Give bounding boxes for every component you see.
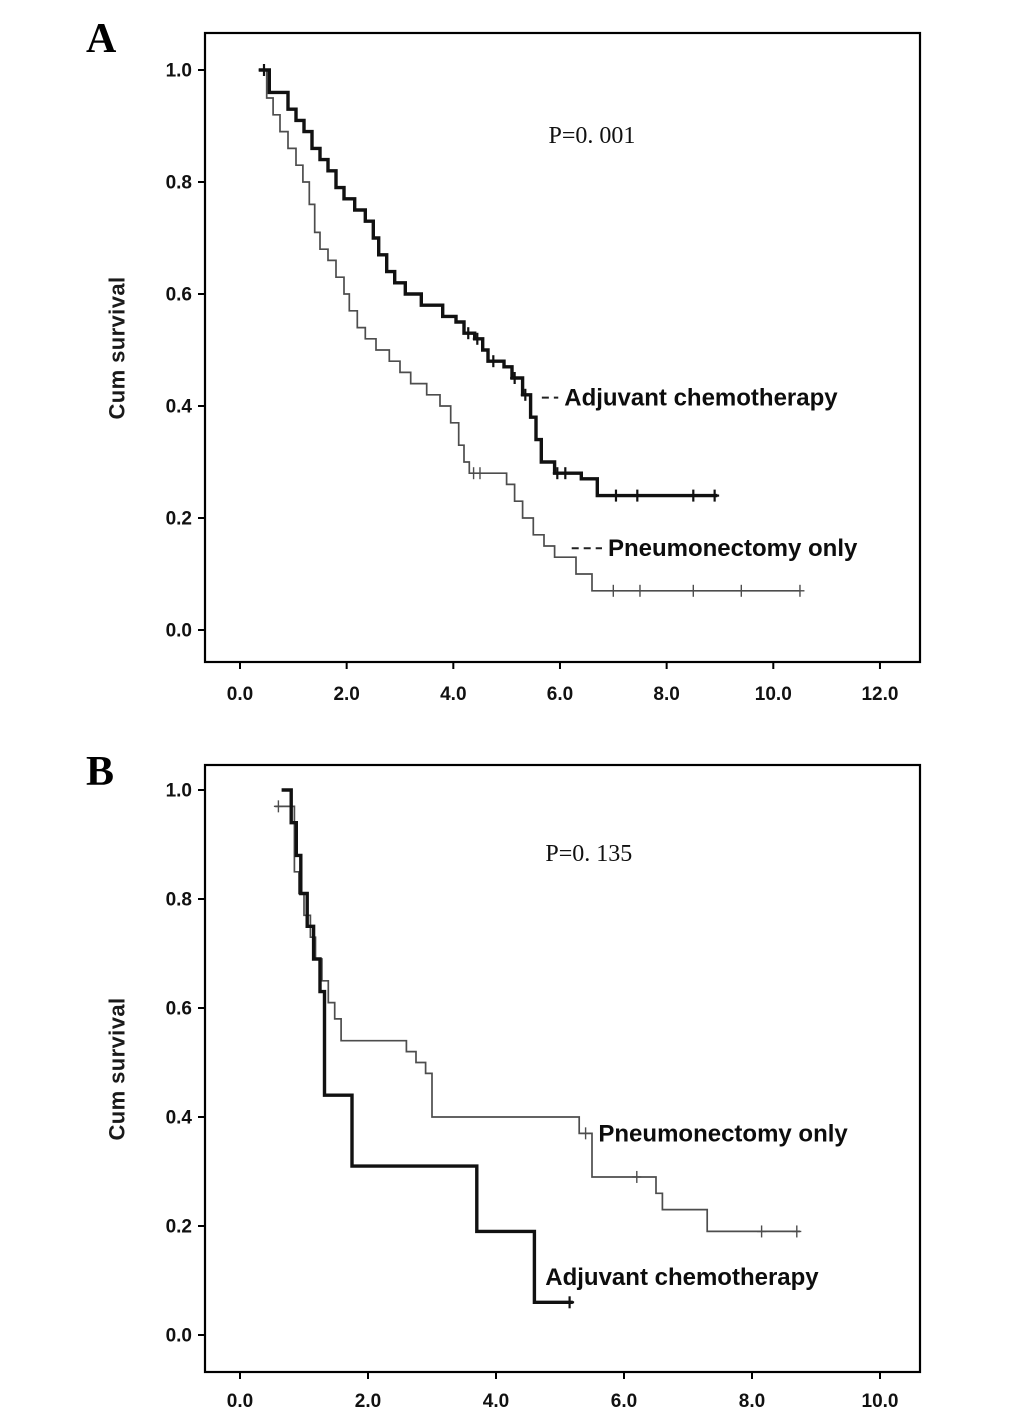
plot-frame [203,31,922,664]
km-chart-b: 0.0 2.0 4.0 6.0 8.0 10.0 0.0 0.2 0.4 0.6 0.8 1.0 P=0… [166,763,922,1412]
curve-label-pneumonectomy-only: Pneumonectomy only [608,535,858,562]
y-axis-tick-label: 0.2 [166,509,192,530]
x-axis-tick-label: 0.0 [227,684,253,705]
x-axis-tick-label: 12.0 [861,684,898,705]
p-value-annotation: P=0. 001 [549,123,636,149]
survival-curve-pneumonectomy-only [258,69,800,592]
x-axis-tick-label: 10.0 [862,1391,899,1412]
y-axis-tick-label: 0.0 [166,1326,192,1347]
y-axis-tick-label: 1.0 [166,61,192,82]
panel-a: A Cum survival 0.0 2.0 4.0 6.0 8.0 10.0 12.0 0.… [86,16,922,705]
y-axis-tick-label: 0.0 [166,621,192,642]
x-axis-tick-label: 10.0 [755,684,792,705]
km-chart-a: 0.0 2.0 4.0 6.0 8.0 10.0 12.0 0.0 0.2 0.4 0.6 0.8 1.… [166,31,922,705]
plot-frame [203,763,922,1374]
x-axis-tick-label: 4.0 [483,1391,509,1412]
panel-a-letter: A [86,16,117,62]
panel-b: B Cum survival 0.0 2.0 4.0 6.0 8.0 10.0 0.0 0.2… [0,745,1033,1415]
survival-curve-adjuvant-chemotherapy [281,788,573,1304]
y-axis-tick-label: 0.8 [166,173,192,194]
x-axis-tick-label: 0.0 [227,1391,253,1412]
y-axis-tick-label: 0.2 [166,1217,192,1238]
x-axis-tick-label: 2.0 [333,684,359,705]
x-axis-tick-label: 8.0 [653,684,679,705]
x-axis-tick-label: 6.0 [547,684,573,705]
x-axis-tick-label: 2.0 [355,1391,381,1412]
y-axis-tick-label: 0.6 [166,285,192,306]
curve-label-pneumonectomy-only: Pneumonectomy only [598,1120,848,1147]
x-axis-tick-label: 4.0 [440,684,466,705]
panel-b-letter: B [86,749,115,795]
survival-curve-adjuvant-chemotherapy [258,68,718,498]
x-axis-tick-label: 8.0 [739,1391,765,1412]
y-axis-tick-label: 0.6 [166,999,192,1020]
curve-label-adjuvant-chemotherapy: Adjuvant chemotherapy [564,385,838,412]
y-axis-tick-label: 0.4 [166,397,193,418]
survival-curve-pneumonectomy-only [275,805,800,1233]
x-axis-tick-label: 6.0 [611,1391,637,1412]
y-axis-tick-label: 0.4 [166,1108,193,1129]
p-value-annotation: P=0. 135 [545,841,632,867]
y-axis-tick-label: 0.8 [166,890,192,911]
curve-label-adjuvant-chemotherapy: Adjuvant chemotherapy [545,1264,819,1291]
y-axis-tick-label: 1.0 [166,781,192,802]
